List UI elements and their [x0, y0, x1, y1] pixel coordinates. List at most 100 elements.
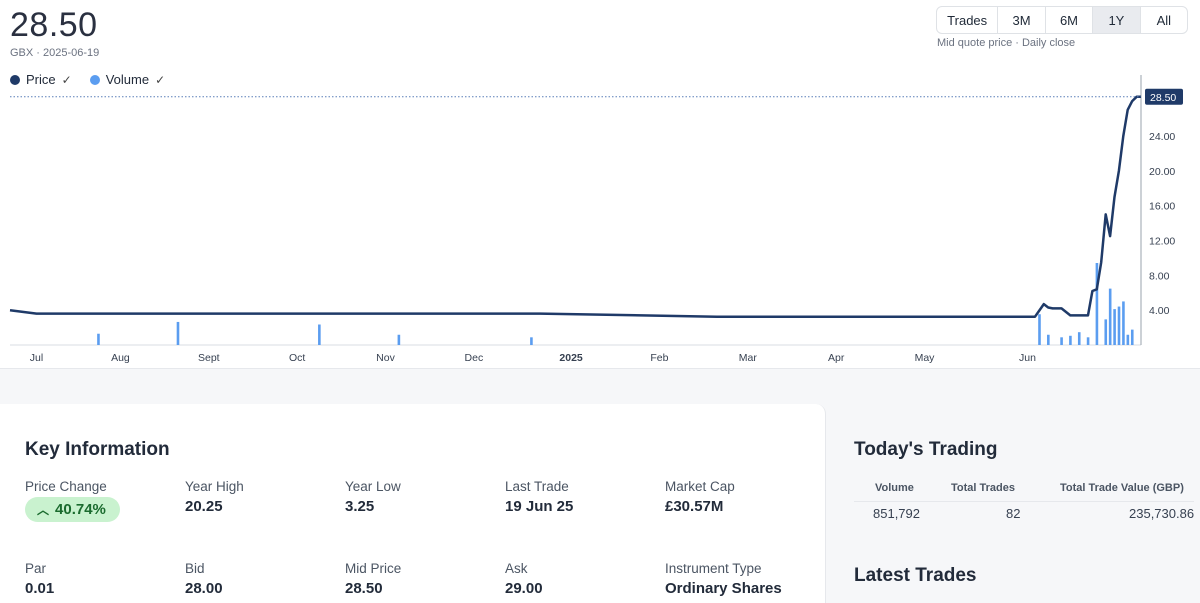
key-information-panel — [0, 404, 826, 603]
legend-label-price: Price — [26, 72, 56, 87]
last-price-label: 28.50 — [1150, 92, 1176, 104]
arrow-up-icon: ︿ — [37, 503, 50, 517]
volume-bar — [530, 337, 533, 345]
key-information-title: Key Information — [25, 439, 170, 460]
kv-value: 40.74% — [55, 501, 106, 518]
kv-value: 20.25 — [185, 498, 223, 515]
column-header-volume: Volume — [875, 482, 914, 494]
kv-label: Par — [25, 561, 47, 576]
range-button-1y[interactable]: 1Y — [1093, 7, 1141, 33]
kv-last-trade: Last Trade 19 Jun 25 — [505, 479, 655, 515]
price-series-line — [9, 95, 1141, 318]
range-button-3m[interactable]: 3M — [998, 7, 1046, 33]
volume-bar — [1086, 337, 1090, 345]
y-tick-label: 20.00 — [1149, 166, 1175, 178]
kv-year-low: Year Low 3.25 — [345, 479, 495, 515]
kv-bid: Bid 28.00 — [185, 561, 335, 597]
kv-label: Market Cap — [665, 479, 735, 494]
check-icon: ✓ — [61, 72, 72, 87]
volume-bar — [1122, 301, 1125, 345]
time-range-selector: Trades 3M 6M 1Y All — [936, 6, 1188, 34]
latest-trades-title: Latest Trades — [854, 565, 977, 586]
volume-bar — [1095, 263, 1099, 345]
y-tick-label: 4.00 — [1149, 305, 1170, 317]
x-tick-label: Apr — [828, 352, 845, 364]
kv-value: 28.50 — [345, 580, 383, 597]
kv-value: £30.57M — [665, 498, 724, 515]
x-tick-label: May — [915, 352, 936, 364]
x-tick-label: Jul — [30, 352, 43, 364]
volume-bar — [1108, 288, 1112, 345]
volume-bar — [1117, 306, 1121, 345]
kv-market-cap: Market Cap £30.57M — [665, 479, 815, 515]
volume-series-dot — [89, 74, 100, 85]
volume-bar — [1047, 334, 1050, 345]
kv-value: 28.00 — [185, 580, 223, 597]
volume-bar — [97, 333, 100, 345]
kv-label: Year Low — [345, 479, 401, 494]
x-tick-label: 2025 — [559, 352, 583, 364]
kv-label: Bid — [185, 561, 205, 576]
kv-instrument-type: Instrument Type Ordinary Shares — [665, 561, 815, 597]
kv-value: Ordinary Shares — [665, 580, 782, 597]
x-tick-label: Aug — [111, 352, 130, 364]
kv-label: Instrument Type — [665, 561, 762, 576]
x-tick-label: Nov — [376, 352, 395, 364]
volume-bar — [397, 334, 401, 345]
kv-mid-price: Mid Price 28.50 — [345, 561, 495, 597]
check-icon: ✓ — [155, 72, 166, 87]
x-tick-label: Mar — [739, 352, 758, 364]
price-basis-note: Mid quote price · Daily close — [937, 37, 1076, 49]
kv-value: 3.25 — [345, 498, 375, 515]
legend-label-volume: Volume — [105, 72, 150, 87]
legend-toggle-volume[interactable]: Volume ✓ — [89, 72, 166, 87]
kv-label: Year High — [185, 479, 244, 494]
y-tick-label: 16.00 — [1149, 201, 1175, 213]
price-volume-chart[interactable]: 4.00 8.00 12.00 16.00 20.00 24.00 28.50 Jul Aug S… — [0, 70, 1200, 370]
y-tick-label: 12.00 — [1149, 235, 1175, 247]
kv-value: 19 Jun 25 — [505, 498, 574, 515]
table-divider — [854, 501, 1194, 502]
kv-label: Mid Price — [345, 561, 402, 576]
x-tick-label: Dec — [465, 352, 484, 364]
volume-bar — [1060, 337, 1063, 345]
volume-bar — [1113, 309, 1116, 345]
range-button-trades[interactable]: Trades — [937, 7, 999, 33]
range-button-6m[interactable]: 6M — [1046, 7, 1094, 33]
volume-bar — [1077, 332, 1081, 345]
volume-bar — [1126, 334, 1130, 345]
y-tick-label: 24.00 — [1149, 131, 1175, 143]
kv-label: Last Trade — [505, 479, 569, 494]
column-header-total-trades: Total Trades — [951, 482, 1015, 494]
kv-value: 29.00 — [505, 580, 543, 597]
x-tick-label: Jun — [1019, 352, 1036, 364]
volume-bar — [1038, 314, 1041, 345]
chart-section — [0, 368, 1200, 369]
legend-toggle-price[interactable]: Price ✓ — [10, 72, 72, 87]
last-price-tag — [1145, 88, 1183, 105]
price-series-dot — [10, 74, 20, 85]
x-tick-label: Feb — [650, 352, 668, 364]
kv-label: Price Change — [25, 479, 107, 494]
volume-bar — [1104, 319, 1108, 345]
range-button-all[interactable]: All — [1156, 12, 1172, 28]
kv-year-high: Year High 20.25 — [185, 479, 335, 515]
todays-trading-title: Today's Trading — [854, 439, 998, 460]
volume-value: 851,792 — [873, 506, 920, 521]
y-tick-label: 8.00 — [1149, 270, 1170, 282]
kv-par: Par 0.01 — [25, 561, 175, 597]
current-price: 28.50 — [10, 6, 98, 44]
price-change-badge: ︿ 40.74% — [25, 497, 120, 522]
price-subline: GBX · 2025-06-19 — [10, 47, 100, 59]
volume-bar — [1069, 335, 1072, 345]
total-trades-value: 82 — [1006, 506, 1021, 521]
volume-bar — [318, 324, 321, 345]
kv-value: 0.01 — [25, 580, 55, 597]
kv-label: Ask — [505, 561, 528, 576]
x-tick-label: Sept — [198, 352, 220, 364]
x-tick-label: Oct — [289, 352, 305, 364]
volume-bar — [1130, 329, 1134, 345]
chart-legend: Price ✓ Volume ✓ — [10, 72, 165, 87]
kv-price-change: Price Change ︿ 40.74% — [25, 479, 175, 522]
kv-ask: Ask 29.00 — [505, 561, 655, 597]
